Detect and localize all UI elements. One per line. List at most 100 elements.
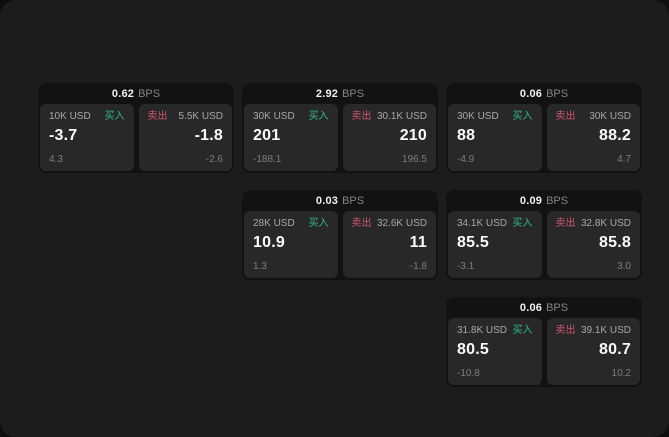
spread-value: 0.06 bbox=[519, 301, 543, 314]
buy-action-label[interactable]: 买入 bbox=[512, 218, 533, 229]
buy-price: 85.5 bbox=[457, 234, 489, 251]
quote-panels: 10K USD 买入 -3.7 4.3 卖出 5.5K USD -1.8 -2.… bbox=[40, 104, 232, 171]
sell-price: 80.7 bbox=[599, 341, 631, 358]
buy-action-label[interactable]: 买入 bbox=[512, 111, 533, 122]
buy-panel-top: 31.8K USD 买入 bbox=[457, 325, 533, 337]
buy-panel[interactable]: 10K USD 买入 -3.7 4.3 bbox=[40, 104, 134, 171]
sell-amount: 32.6K USD bbox=[376, 218, 427, 229]
buy-panel-top: 34.1K USD 买入 bbox=[457, 218, 533, 230]
spread-unit-label: BPS bbox=[546, 194, 569, 207]
buy-delta: -10.8 bbox=[457, 368, 480, 379]
spread-unit-label: BPS bbox=[546, 301, 569, 314]
buy-amount: 30K USD bbox=[253, 111, 295, 122]
spread-header: 0.09 BPS bbox=[448, 190, 640, 211]
spread-value: 2.92 bbox=[315, 87, 339, 100]
buy-amount: 30K USD bbox=[457, 111, 499, 122]
quote-card: 0.03 BPS 28K USD 买入 10.9 1.3 卖出 32.6K US… bbox=[242, 190, 438, 280]
quote-card: 0.09 BPS 34.1K USD 买入 85.5 -3.1 卖出 32.8K… bbox=[446, 190, 642, 280]
sell-delta: 4.7 bbox=[617, 154, 631, 165]
sell-price: 85.8 bbox=[599, 234, 631, 251]
sell-delta: 196.5 bbox=[401, 154, 427, 165]
quote-card: 0.06 BPS 31.8K USD 买入 80.5 -10.8 卖出 39.1… bbox=[446, 297, 642, 387]
buy-panel[interactable]: 34.1K USD 买入 85.5 -3.1 bbox=[448, 211, 542, 278]
sell-delta: -1.8 bbox=[409, 261, 427, 272]
buy-price: 80.5 bbox=[457, 341, 489, 358]
sell-action-label[interactable]: 卖出 bbox=[147, 111, 168, 122]
spread-header: 0.62 BPS bbox=[40, 83, 232, 104]
buy-delta: 1.3 bbox=[253, 261, 267, 272]
buy-panel-top: 30K USD 买入 bbox=[253, 111, 329, 123]
sell-panel-top: 卖出 30.1K USD bbox=[352, 111, 428, 123]
sell-amount: 39.1K USD bbox=[580, 325, 631, 336]
sell-panel[interactable]: 卖出 32.6K USD 11 -1.8 bbox=[342, 211, 436, 278]
buy-panel-top: 10K USD 买入 bbox=[49, 111, 125, 123]
sell-amount: 30K USD bbox=[589, 111, 631, 122]
sell-panel[interactable]: 卖出 5.5K USD -1.8 -2.6 bbox=[138, 104, 232, 171]
spread-unit-label: BPS bbox=[138, 87, 161, 100]
buy-panel[interactable]: 28K USD 买入 10.9 1.3 bbox=[244, 211, 338, 278]
quote-card: 2.92 BPS 30K USD 买入 201 -188.1 卖出 30.1K … bbox=[242, 83, 438, 173]
buy-panel[interactable]: 30K USD 买入 201 -188.1 bbox=[244, 104, 338, 171]
sell-panel[interactable]: 卖出 30K USD 88.2 4.7 bbox=[546, 104, 640, 171]
sell-panel-top: 卖出 32.8K USD bbox=[556, 218, 632, 230]
sell-price: 88.2 bbox=[599, 127, 631, 144]
sell-panel[interactable]: 卖出 39.1K USD 80.7 10.2 bbox=[546, 318, 640, 385]
spread-header: 0.06 BPS bbox=[448, 83, 640, 104]
buy-amount: 31.8K USD bbox=[457, 325, 508, 336]
sell-action-label[interactable]: 卖出 bbox=[351, 218, 372, 229]
buy-amount: 34.1K USD bbox=[457, 218, 508, 229]
spread-unit-label: BPS bbox=[342, 194, 365, 207]
spread-unit-label: BPS bbox=[342, 87, 365, 100]
sell-delta: 10.2 bbox=[611, 368, 631, 379]
spread-value: 0.03 bbox=[315, 194, 339, 207]
buy-action-label[interactable]: 买入 bbox=[308, 218, 329, 229]
quote-panels: 34.1K USD 买入 85.5 -3.1 卖出 32.8K USD 85.8… bbox=[448, 211, 640, 278]
buy-price: 88 bbox=[457, 127, 476, 144]
sell-action-label[interactable]: 卖出 bbox=[555, 111, 576, 122]
sell-action-label[interactable]: 卖出 bbox=[351, 111, 372, 122]
buy-panel[interactable]: 31.8K USD 买入 80.5 -10.8 bbox=[448, 318, 542, 385]
spread-header: 0.03 BPS bbox=[244, 190, 436, 211]
buy-price: 10.9 bbox=[253, 234, 285, 251]
sell-panel-top: 卖出 39.1K USD bbox=[556, 325, 632, 337]
sell-panel-top: 卖出 5.5K USD bbox=[148, 111, 224, 123]
sell-action-label[interactable]: 卖出 bbox=[555, 218, 576, 229]
spread-value: 0.09 bbox=[519, 194, 543, 207]
sell-delta: 3.0 bbox=[617, 261, 631, 272]
buy-action-label[interactable]: 买入 bbox=[512, 325, 533, 336]
spread-unit-label: BPS bbox=[546, 87, 569, 100]
spread-value: 0.06 bbox=[519, 87, 543, 100]
quote-card: 0.06 BPS 30K USD 买入 88 -4.9 卖出 30K USD 8… bbox=[446, 83, 642, 173]
buy-amount: 28K USD bbox=[253, 218, 295, 229]
buy-delta: -188.1 bbox=[253, 154, 282, 165]
spread-value: 0.62 bbox=[111, 87, 135, 100]
quote-card: 0.62 BPS 10K USD 买入 -3.7 4.3 卖出 5.5K USD… bbox=[38, 83, 234, 173]
sell-panel[interactable]: 卖出 30.1K USD 210 196.5 bbox=[342, 104, 436, 171]
buy-price: 201 bbox=[253, 127, 281, 144]
buy-panel-top: 28K USD 买入 bbox=[253, 218, 329, 230]
quote-panels: 31.8K USD 买入 80.5 -10.8 卖出 39.1K USD 80.… bbox=[448, 318, 640, 385]
buy-action-label[interactable]: 买入 bbox=[104, 111, 125, 122]
sell-panel[interactable]: 卖出 32.8K USD 85.8 3.0 bbox=[546, 211, 640, 278]
buy-action-label[interactable]: 买入 bbox=[308, 111, 329, 122]
sell-panel-top: 卖出 32.6K USD bbox=[352, 218, 428, 230]
spread-header: 0.06 BPS bbox=[448, 297, 640, 318]
buy-panel[interactable]: 30K USD 买入 88 -4.9 bbox=[448, 104, 542, 171]
spread-header: 2.92 BPS bbox=[244, 83, 436, 104]
quote-panels: 30K USD 买入 88 -4.9 卖出 30K USD 88.2 4.7 bbox=[448, 104, 640, 171]
sell-price: 11 bbox=[409, 234, 427, 251]
quote-panels: 28K USD 买入 10.9 1.3 卖出 32.6K USD 11 -1.8 bbox=[244, 211, 436, 278]
buy-delta: -3.1 bbox=[457, 261, 475, 272]
sell-price: 210 bbox=[399, 127, 427, 144]
sell-price: -1.8 bbox=[194, 127, 223, 144]
sell-amount: 5.5K USD bbox=[178, 111, 223, 122]
buy-panel-top: 30K USD 买入 bbox=[457, 111, 533, 123]
sell-panel-top: 卖出 30K USD bbox=[556, 111, 632, 123]
buy-price: -3.7 bbox=[49, 127, 78, 144]
sell-delta: -2.6 bbox=[205, 154, 223, 165]
buy-delta: 4.3 bbox=[49, 154, 63, 165]
sell-action-label[interactable]: 卖出 bbox=[555, 325, 576, 336]
buy-delta: -4.9 bbox=[457, 154, 475, 165]
sell-amount: 32.8K USD bbox=[580, 218, 631, 229]
